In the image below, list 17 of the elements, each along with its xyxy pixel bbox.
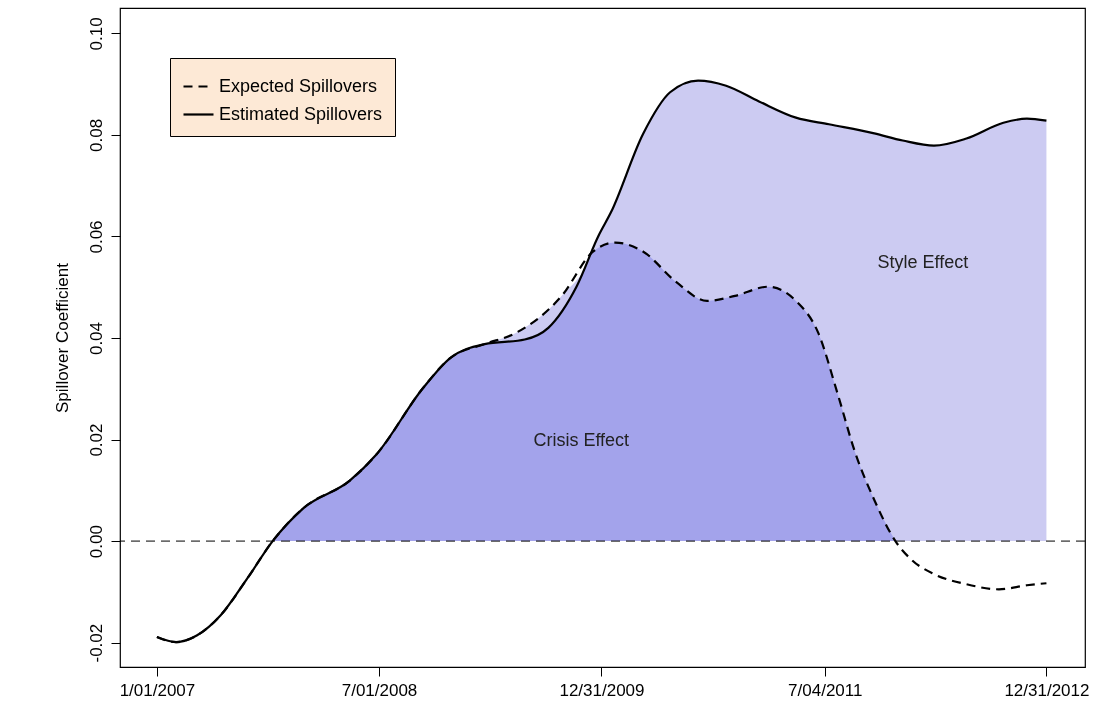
legend-label: Expected Spillovers: [219, 75, 378, 96]
x-tick-label: 1/01/2007: [119, 680, 196, 700]
y-tick-label: 0.00: [86, 525, 106, 559]
legend-label: Estimated Spillovers: [219, 103, 383, 124]
x-tick-label: 7/04/2011: [788, 680, 863, 700]
annotation: Style Effect: [877, 252, 969, 273]
y-tick-label: 0.10: [86, 17, 106, 51]
x-tick-label: 12/31/2012: [1004, 680, 1090, 700]
y-tick-label: 0.08: [86, 118, 106, 152]
y-axis-title: Spillover Coefficient: [52, 262, 72, 413]
y-tick-label: -0.02: [86, 623, 106, 663]
y-tick-label: 0.02: [86, 423, 106, 457]
x-tick-label: 7/01/2008: [341, 680, 418, 700]
y-tick-label: 0.06: [86, 220, 106, 254]
x-tick-label: 12/31/2009: [559, 680, 645, 700]
y-tick-label: 0.04: [86, 321, 106, 356]
annotation: Crisis Effect: [533, 429, 630, 450]
